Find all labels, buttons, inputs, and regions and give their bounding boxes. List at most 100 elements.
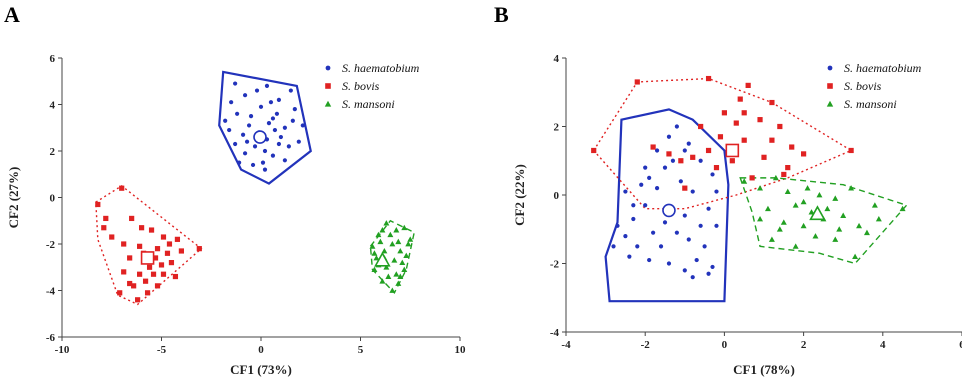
- data-point: [371, 250, 378, 256]
- data-point: [627, 254, 632, 259]
- data-point: [135, 297, 141, 303]
- data-point: [233, 141, 238, 147]
- data-point: [824, 205, 831, 212]
- data-point: [174, 236, 181, 242]
- data-point: [871, 202, 878, 208]
- data-point: [863, 229, 870, 236]
- data-point: [804, 185, 811, 191]
- data-point: [276, 141, 282, 147]
- data-point: [160, 271, 167, 277]
- data-point: [237, 160, 242, 165]
- y-tick-label: -6: [46, 332, 56, 344]
- data-point: [875, 215, 882, 222]
- data-point: [262, 148, 268, 154]
- hull-bovis: [592, 77, 853, 210]
- y-tick-label: 2: [50, 146, 56, 158]
- data-point: [229, 100, 234, 105]
- legend-marker-mansoni: [324, 100, 332, 107]
- data-point: [397, 273, 404, 279]
- data-point: [729, 158, 735, 164]
- data-point: [666, 151, 672, 157]
- data-point: [899, 205, 906, 212]
- data-point: [254, 88, 260, 93]
- x-tick-label: -5: [157, 344, 167, 356]
- data-point: [381, 247, 388, 254]
- centroid-marker: [725, 143, 740, 158]
- data-point: [401, 266, 408, 272]
- legend-label-bovis: S. bovis: [342, 79, 380, 93]
- data-point: [250, 162, 256, 168]
- legend: S. haematobium S. bovis S. mansoni: [826, 61, 922, 111]
- data-point: [95, 201, 101, 208]
- data-point: [678, 179, 683, 184]
- data-point: [158, 262, 165, 268]
- hull-haematobium: [218, 70, 312, 185]
- y-tick-label: 4: [554, 53, 560, 65]
- legend-marker-haematobium: [325, 65, 331, 71]
- y-tick-label: -4: [550, 327, 560, 339]
- data-point: [741, 110, 747, 116]
- x-tick-label: -4: [561, 339, 571, 351]
- data-point: [103, 215, 109, 222]
- data-point: [407, 236, 414, 242]
- y-tick-label: 6: [50, 53, 56, 65]
- data-point: [377, 238, 384, 245]
- data-point: [296, 139, 301, 144]
- legend-label-haematobium: S. haematobium: [342, 61, 420, 75]
- data-point: [270, 153, 276, 158]
- data-point: [121, 269, 127, 275]
- data-point: [785, 165, 791, 171]
- data-point: [769, 99, 775, 106]
- data-point: [405, 241, 412, 247]
- data-point: [706, 271, 711, 276]
- data-point: [741, 178, 748, 184]
- data-point: [769, 137, 775, 143]
- data-point: [148, 227, 155, 233]
- data-point: [397, 247, 404, 254]
- data-point: [119, 185, 125, 191]
- data-point: [393, 227, 400, 233]
- data-point: [611, 244, 616, 249]
- data-point: [252, 144, 258, 149]
- chart-panel-a: A -10 -5 0 5 10 -6 -4 -2 0 2 4 6 CF1 (73%) CF2 (27%) S.…: [4, 2, 466, 377]
- hull-mansoni: [369, 219, 416, 295]
- data-point: [666, 134, 672, 139]
- data-point: [836, 226, 843, 232]
- data-point: [150, 271, 157, 277]
- y-tick-label: -2: [46, 239, 56, 251]
- data-point: [383, 264, 390, 270]
- data-point: [178, 248, 184, 254]
- centroid-marker: [662, 203, 676, 218]
- data-point: [710, 264, 715, 270]
- data-point: [282, 125, 287, 130]
- x-tick-label: 4: [880, 339, 886, 351]
- data-point: [389, 287, 396, 293]
- data-point: [832, 236, 839, 242]
- data-point: [131, 283, 137, 289]
- data-point: [643, 165, 648, 170]
- data-point: [714, 189, 719, 194]
- x-tick-label: 10: [455, 344, 467, 356]
- data-point: [223, 118, 228, 123]
- data-point: [154, 246, 161, 252]
- data-point: [152, 255, 159, 261]
- data-point: [401, 224, 408, 231]
- data-point: [300, 123, 305, 128]
- data-point: [757, 215, 764, 222]
- data-point: [852, 253, 859, 260]
- data-point: [168, 260, 175, 266]
- data-point: [369, 243, 376, 249]
- data-point: [702, 244, 707, 249]
- x-tick-label: 0: [722, 339, 728, 351]
- data-point: [690, 275, 695, 280]
- legend-marker-bovis: [827, 83, 833, 89]
- series-mansoni: [369, 220, 414, 293]
- data-point: [139, 225, 145, 231]
- data-point: [246, 123, 252, 128]
- data-point: [686, 237, 691, 242]
- data-point: [745, 82, 751, 88]
- y-tick-label: 0: [554, 190, 560, 202]
- panel-label: B: [494, 2, 509, 27]
- data-point: [379, 278, 386, 284]
